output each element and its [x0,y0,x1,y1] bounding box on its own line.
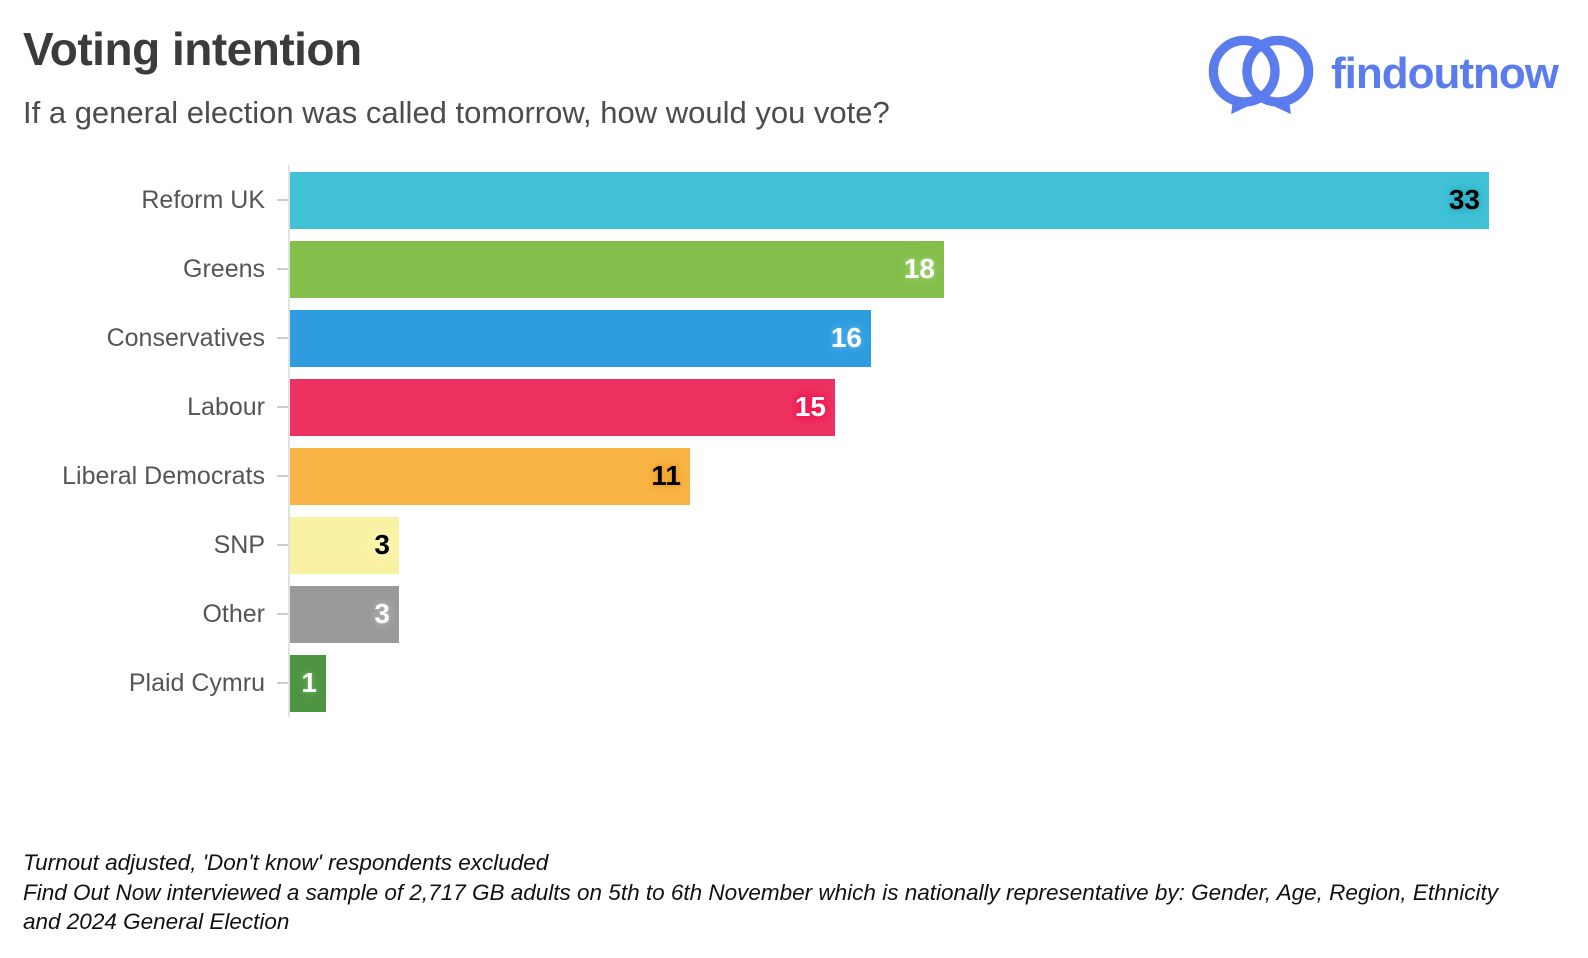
axis-tick [277,682,288,685]
header: Voting intention If a general election w… [0,0,1588,138]
axis-tick [277,544,288,547]
bar-row: Reform UK 33 [0,171,1588,229]
overlapping-speech-bubbles-icon [1208,35,1314,115]
bar-track: 1 [290,654,1588,712]
category-label: Reform UK [141,185,265,214]
bar-row: Liberal Democrats 11 [0,447,1588,505]
bar-row: Labour 15 [0,378,1588,436]
y-axis-line [288,164,290,717]
value-label: 15 [794,391,826,423]
category-label: SNP [213,530,265,559]
header-text-block: Voting intention If a general election w… [23,24,890,138]
bar-track: 33 [290,171,1588,229]
chart-subtitle: If a general election was called tomorro… [23,94,890,130]
category-label: Conservatives [106,323,265,352]
chart-rows: Reform UK 33 Greens 18 Conservatives 16 Labour… [0,171,1588,712]
footnote-line-2: Find Out Now interviewed a sample of 2,7… [23,879,1498,934]
axis-tick [277,613,288,616]
bar-row: Conservatives 16 [0,309,1588,367]
bar-track: 18 [290,240,1588,298]
category-label: Greens [183,254,265,283]
axis-tick [277,199,288,202]
bar-plaid-cymru: 1 [290,654,326,712]
bar-conservatives: 16 [290,309,871,367]
bar-row: Other 3 [0,585,1588,643]
bar-liberal-democrats: 11 [290,447,690,505]
axis-tick [277,406,288,409]
bar-greens: 18 [290,240,944,298]
footnote: Turnout adjusted, 'Don't know' responden… [23,848,1528,936]
bar-track: 3 [290,516,1588,574]
bar-chart: Reform UK 33 Greens 18 Conservatives 16 Labour… [0,164,1588,717]
bar-labour: 15 [290,378,835,436]
bar-snp: 3 [290,516,399,574]
bar-row: Plaid Cymru 1 [0,654,1588,712]
category-label: Other [202,599,265,628]
bar-track: 11 [290,447,1588,505]
value-label: 3 [374,529,390,561]
bar-row: SNP 3 [0,516,1588,574]
category-label: Plaid Cymru [128,668,265,697]
value-label: 16 [830,322,862,354]
footnote-line-1: Turnout adjusted, 'Don't know' responden… [23,850,549,876]
category-label: Liberal Democrats [62,461,265,490]
findoutnow-logo: findoutnow [1205,32,1559,116]
value-label: 18 [903,253,935,285]
axis-tick [277,475,288,478]
bar-reform-uk: 33 [290,171,1489,229]
page-title: Voting intention [23,23,362,75]
category-label: Labour [187,392,265,421]
bar-track: 3 [290,585,1588,643]
value-label: 11 [651,460,681,492]
value-label: 3 [374,598,390,630]
logo-text: findoutnow [1330,49,1559,98]
bar-track: 15 [290,378,1588,436]
axis-tick [277,268,288,271]
bar-row: Greens 18 [0,240,1588,298]
value-label: 33 [1448,184,1480,216]
bar-track: 16 [290,309,1588,367]
value-label: 1 [301,667,317,699]
bar-other: 3 [290,585,399,643]
axis-tick [277,337,288,340]
